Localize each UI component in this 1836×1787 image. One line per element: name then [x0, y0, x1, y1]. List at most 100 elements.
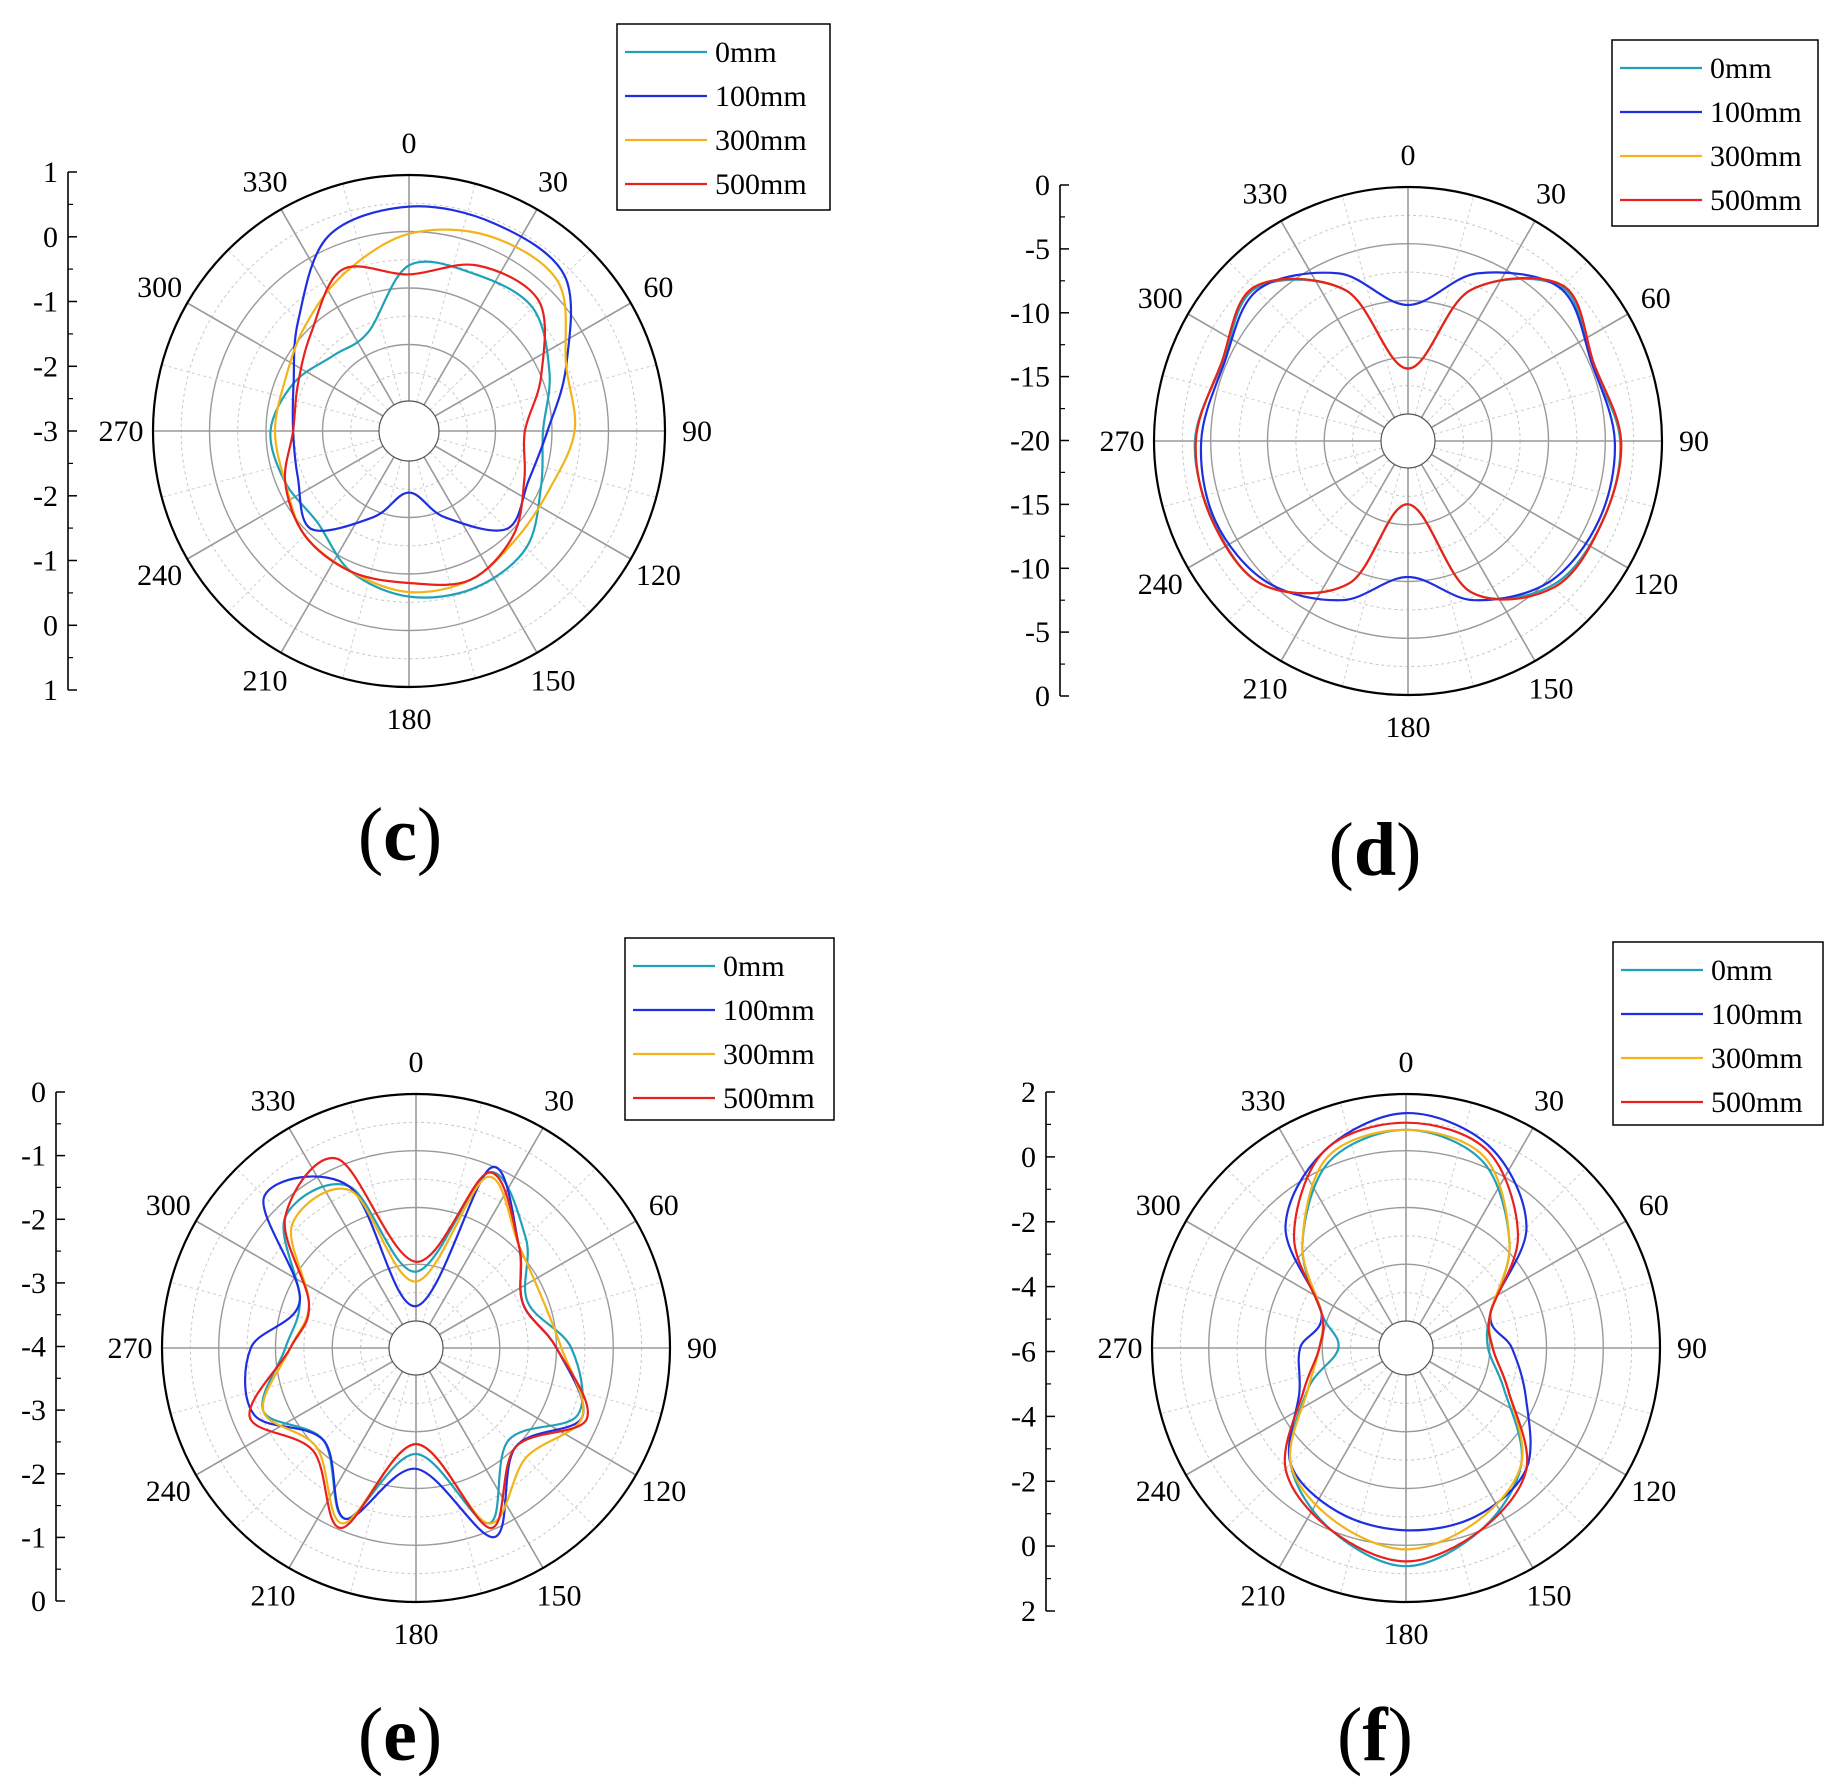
radial-tick-label: -15 — [1010, 488, 1050, 521]
grid-spoke — [1185, 1220, 1383, 1336]
series-curves — [269, 205, 577, 599]
radial-tick-label: -15 — [1010, 361, 1050, 394]
grid-spoke — [441, 1281, 662, 1342]
radial-tick-label: 0 — [31, 1585, 46, 1618]
grid-spoke — [1339, 1373, 1400, 1594]
grid-spoke — [437, 364, 657, 424]
grid-spoke — [439, 1220, 637, 1336]
legend-label-0mm: 0mm — [715, 36, 777, 69]
polar-grid — [1153, 186, 1663, 696]
grid-spoke — [1420, 464, 1536, 662]
grid-spoke — [1341, 195, 1402, 416]
angle-tick-330: 330 — [251, 1084, 296, 1117]
legend-label-0mm: 0mm — [723, 950, 785, 983]
legend-label-0mm: 0mm — [1711, 954, 1773, 987]
angle-tick-330: 330 — [1241, 1084, 1286, 1117]
grid-spoke — [1433, 374, 1654, 435]
radial-tick-label: -3 — [21, 1267, 46, 1300]
angle-tick-60: 60 — [1639, 1189, 1669, 1222]
grid-spoke — [1414, 466, 1475, 687]
angle-tick-330: 330 — [1243, 177, 1288, 210]
angle-tick-330: 330 — [243, 166, 288, 199]
angle-tick-210: 210 — [243, 664, 288, 697]
grid-spoke — [1431, 1281, 1652, 1342]
grid-spoke — [1431, 1354, 1652, 1415]
grid-spoke — [441, 1354, 662, 1415]
radial-tick-label: 0 — [43, 221, 58, 254]
outer-border — [160, 1092, 672, 1604]
radial-axis: 0 -5 -10 -15 -20 -15 -10 -5 0 — [1010, 169, 1069, 713]
grid-spoke — [429, 249, 591, 411]
angle-tick-240: 240 — [1138, 568, 1183, 601]
angle-tick-210: 210 — [251, 1580, 296, 1613]
grid-spoke — [1426, 459, 1588, 621]
legend-label-300mm: 300mm — [1711, 1042, 1803, 1075]
angle-tick-30: 30 — [1534, 1084, 1564, 1117]
panel-label-f: (f) — [1337, 1693, 1413, 1777]
angle-tick-150: 150 — [537, 1580, 582, 1613]
radial-tick-label: 0 — [1021, 1530, 1036, 1563]
series-curves — [1283, 1111, 1532, 1568]
grid-spoke — [434, 302, 632, 417]
legend-box — [616, 23, 831, 211]
series-curves — [244, 1156, 590, 1539]
radial-tick-label: -2 — [1011, 1465, 1036, 1498]
grid-spoke — [288, 1127, 404, 1325]
legend: 0mm 100mm 300mm 500mm — [1612, 941, 1824, 1126]
grid-spoke — [236, 1366, 398, 1528]
angle-tick-150: 150 — [1527, 1580, 1572, 1613]
grid-spoke — [1412, 1102, 1473, 1323]
angle-tick-270: 270 — [1098, 1332, 1143, 1365]
series-line-300mm — [273, 228, 577, 594]
legend: 0mm 100mm 300mm 500mm — [1611, 39, 1819, 227]
grid-spoke — [1185, 1360, 1383, 1476]
radial-tick-label: -6 — [1011, 1336, 1036, 1369]
radial-tick-label: -5 — [1025, 233, 1050, 266]
angle-tick-0: 0 — [1401, 139, 1416, 172]
radial-tick-label: -4 — [1011, 1271, 1036, 1304]
grid-spoke — [1187, 453, 1385, 569]
radial-tick-label: 0 — [1021, 1141, 1036, 1174]
angle-tick-30: 30 — [544, 1084, 574, 1117]
grid-spoke — [195, 1360, 393, 1476]
angle-tick-150: 150 — [531, 664, 576, 697]
grid-spoke — [1278, 1371, 1394, 1569]
grid-spoke — [439, 1360, 637, 1476]
panel-label-c: (c) — [358, 793, 442, 877]
polar-panel-e: 0 30 60 90 120 150 180 210 240 270 300 330 0 -1 -2 -3 -4… — [21, 937, 835, 1777]
angle-tick-120: 120 — [1633, 568, 1678, 601]
grid-spoke — [437, 438, 657, 498]
grid-spoke — [1414, 195, 1475, 416]
radial-tick-label: 0 — [1035, 680, 1050, 713]
panel-letter: d — [1354, 808, 1396, 892]
grid-spoke — [1280, 220, 1396, 418]
legend-label-500mm: 500mm — [1711, 1086, 1803, 1119]
angle-tick-90: 90 — [1677, 1332, 1707, 1365]
series-line-500mm — [1283, 1121, 1529, 1563]
radial-tick-label: -4 — [21, 1331, 46, 1364]
grid-spoke — [1341, 466, 1402, 687]
legend-box — [1612, 941, 1824, 1126]
grid-spoke — [1228, 261, 1390, 423]
grid-spoke — [227, 249, 389, 411]
grid-spoke — [1280, 464, 1396, 662]
grid-spoke — [1187, 313, 1385, 429]
legend: 0mm 100mm 300mm 500mm — [616, 23, 831, 211]
radial-tick-label: 1 — [43, 674, 58, 707]
grid-spoke — [227, 451, 389, 613]
radial-tick-label: -3 — [33, 415, 58, 448]
angle-tick-60: 60 — [1641, 282, 1671, 315]
series-line-100mm — [1284, 1111, 1532, 1532]
radial-tick-label: -1 — [33, 545, 58, 578]
angle-tick-270: 270 — [108, 1332, 153, 1365]
grid-spoke — [1418, 1371, 1534, 1569]
inner-hole — [388, 1320, 444, 1376]
angle-tick-120: 120 — [636, 559, 681, 592]
angle-tick-90: 90 — [1679, 425, 1709, 458]
series-line-500mm — [248, 1156, 590, 1530]
series-line-0mm — [261, 1171, 584, 1525]
outer-border — [151, 173, 667, 689]
grid-spoke — [1424, 1168, 1586, 1330]
radial-tick-label: -2 — [33, 480, 58, 513]
